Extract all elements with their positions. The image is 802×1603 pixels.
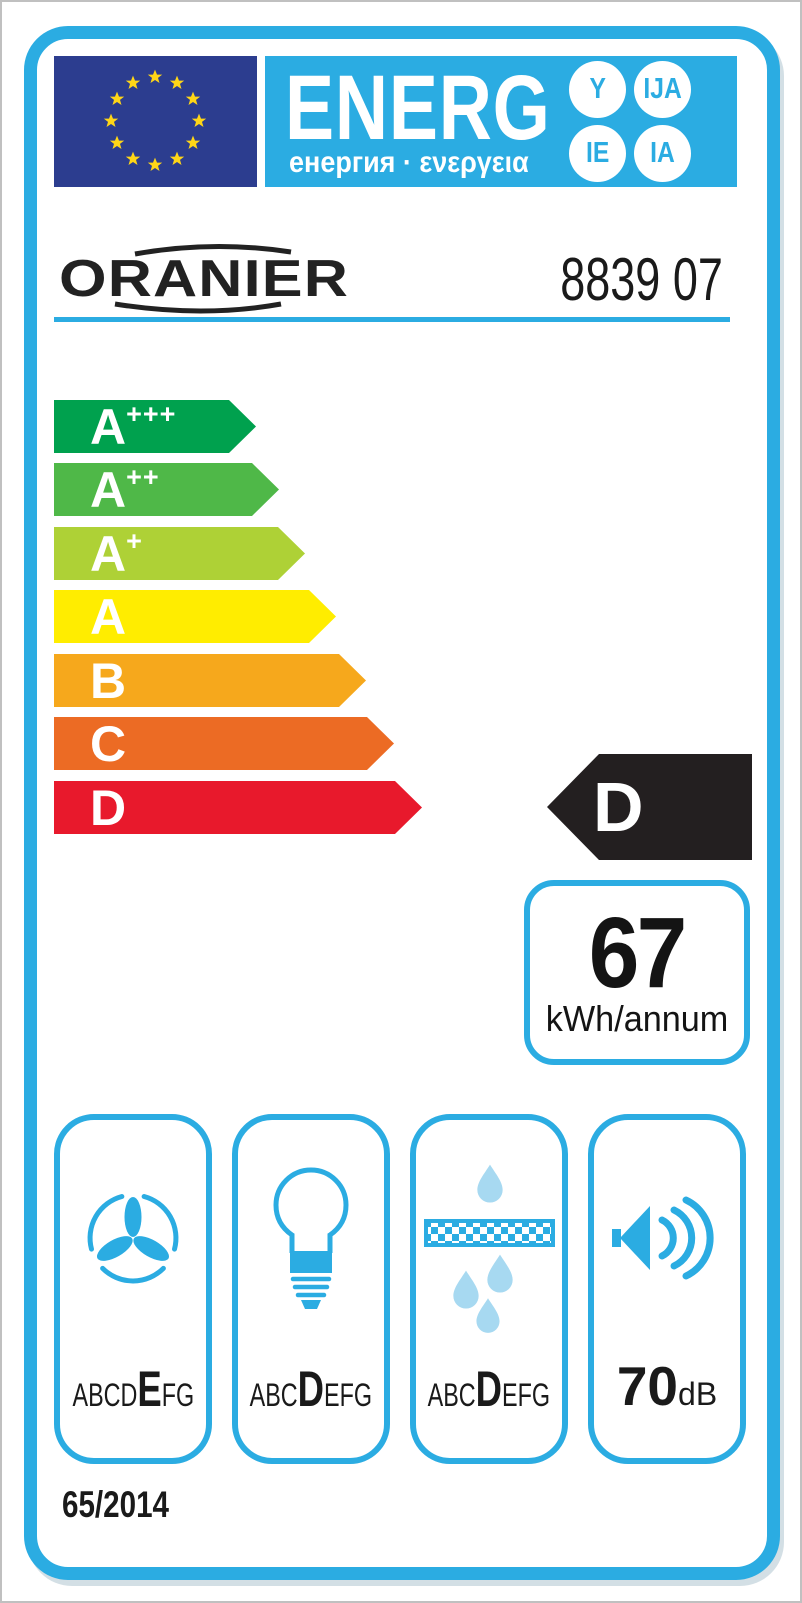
eu-flag-stars [54,56,257,187]
suffix-circle-ie: IE [569,125,626,182]
fan-efficiency-box: ABCD E FG [54,1114,212,1464]
regulation-number: 65/2014 [62,1484,169,1525]
fan-efficiency-grade: ABCD E FG [72,1361,194,1417]
class-arrow-d: D [54,781,422,834]
suffix-circle-ia: IA [634,125,691,182]
brand-logo-top-arc [134,243,292,257]
lighting-efficiency-box: ABC D EFG [232,1114,390,1464]
class-arrow-a-plus: A + [54,527,305,580]
energ-logo: ENERG енергия · ενεργεια Y IJA IE IA [265,56,737,187]
header-divider [54,317,730,322]
class-arrow-a-plus-plus-plus: A +++ [54,400,256,453]
rated-class-letter: D [593,768,644,846]
consumption-unit: kWh/annum [545,997,729,1039]
noise-value: 70 dB [616,1355,718,1417]
grease-filter-efficiency-grade: ABC D EFG [427,1361,551,1417]
annual-consumption-box: 67 kWh/annum [524,880,750,1065]
suffix-circle-ija: IJA [634,61,691,118]
energ-word: ENERG [285,57,551,159]
class-arrow-a: A [54,590,336,643]
energ-language-suffixes: Y IJA IE IA [569,61,691,182]
grease-filter-efficiency-box: ABC D EFG [410,1114,568,1464]
class-arrow-b: B [54,654,366,707]
brand-name: ORANIER [59,250,349,308]
class-arrow-a-plus-plus: A ++ [54,463,279,516]
suffix-circle-y: Y [569,61,626,118]
brand-logo: ORANIER [57,238,353,318]
eu-flag-logo [54,56,257,187]
model-number: 8839 07 [560,246,723,313]
noise-box: 70 dB [588,1114,746,1464]
filter-icon [423,1120,555,1355]
class-arrow-c: C [54,717,394,770]
speaker-icon [612,1120,722,1355]
bulb-icon [261,1120,361,1355]
brand-logo-bottom-arc [114,301,282,314]
energ-multilingual-text: енергия · ενεργεια [289,146,529,179]
lighting-efficiency-grade: ABC D EFG [249,1361,373,1417]
fan-icon [83,1120,183,1355]
consumption-value: 67 [589,896,687,1009]
